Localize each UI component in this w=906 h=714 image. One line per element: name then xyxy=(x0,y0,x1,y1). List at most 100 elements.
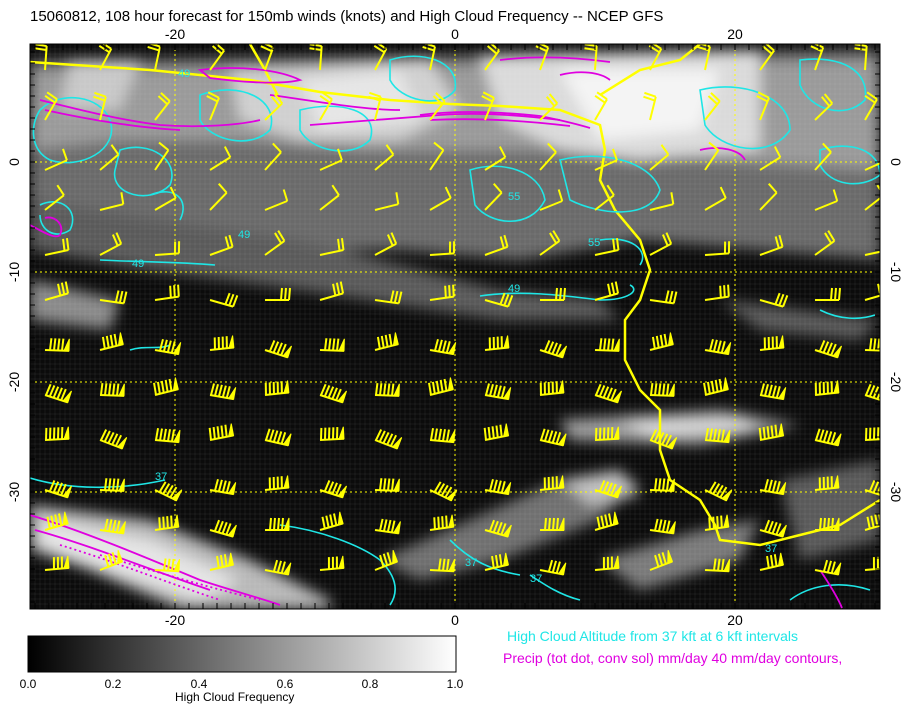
wind-barb xyxy=(422,44,436,71)
wind-barb xyxy=(264,142,282,171)
wind-barb xyxy=(759,552,784,571)
wind-barb xyxy=(264,230,286,256)
wind-barb xyxy=(44,383,73,404)
wind-barb xyxy=(758,423,785,441)
wind-barb xyxy=(429,92,446,121)
contour-label: 49 xyxy=(132,258,144,270)
contour-labels: 49 55 49 49 49 37 37 37 37 55 xyxy=(132,68,777,585)
wind-barb xyxy=(209,335,235,351)
wind-barb xyxy=(374,382,400,397)
wind-barb xyxy=(264,93,284,121)
wind-barb xyxy=(539,380,565,396)
wind-barb xyxy=(209,519,237,538)
wind-barb xyxy=(594,237,620,256)
wind-barb xyxy=(864,249,880,256)
wind-barb xyxy=(484,146,507,171)
wind-barb xyxy=(154,558,181,573)
contour-label: 49 xyxy=(508,283,520,295)
wind-barb xyxy=(594,148,618,171)
wind-barb xyxy=(44,148,68,171)
wind-barb xyxy=(815,287,841,301)
altitude-legend: High Cloud Altitude from 37 kft at 6 kft… xyxy=(507,628,799,644)
contour-label: 55 xyxy=(508,191,520,203)
wind-barb xyxy=(265,287,291,301)
wind-barb xyxy=(264,189,289,211)
wind-barb xyxy=(484,383,512,401)
wind-barb xyxy=(99,332,124,351)
wind-barb xyxy=(44,184,65,211)
wind-barb xyxy=(98,44,113,71)
wind-barb xyxy=(484,552,509,571)
contour-label: 55 xyxy=(588,237,600,249)
wind-barb xyxy=(815,517,840,531)
colorbar-tick: 1.0 xyxy=(446,677,464,691)
wind-barb xyxy=(99,429,128,450)
wind-barb xyxy=(99,478,125,492)
x-tick-top: 20 xyxy=(727,26,743,42)
wind-barb xyxy=(429,481,458,502)
wind-barb xyxy=(535,44,550,71)
wind-barb xyxy=(704,338,732,356)
wind-barb xyxy=(209,146,232,171)
wind-barb xyxy=(264,428,292,447)
wind-barb xyxy=(759,335,785,351)
wind-barb xyxy=(374,232,398,256)
contour-label: 37 xyxy=(465,557,477,569)
wind-barb xyxy=(319,338,345,352)
wind-barb xyxy=(759,146,782,171)
wind-barb xyxy=(99,192,125,211)
colorbar-tick: 0.2 xyxy=(104,677,122,691)
colorbar-tick: 0.4 xyxy=(190,677,208,691)
wind-barb xyxy=(429,284,455,301)
wind-barb xyxy=(265,517,290,531)
wind-barb xyxy=(814,340,843,359)
wind-barb xyxy=(264,475,290,491)
wind-barb xyxy=(209,234,234,256)
y-tick-left: -10 xyxy=(6,262,22,282)
precip-legend: Precip (tot dot, conv sol) mm/day 40 mm/… xyxy=(503,650,843,666)
wind-barb xyxy=(428,377,454,396)
y-tick-right: -30 xyxy=(888,482,904,502)
y-tick-left: -30 xyxy=(6,482,22,502)
wind-barb xyxy=(539,559,567,576)
wind-barbs xyxy=(34,44,880,576)
wind-barb xyxy=(319,91,333,121)
wind-barb xyxy=(484,519,512,538)
frame-ticks xyxy=(30,44,880,609)
wind-barb xyxy=(594,511,619,531)
wind-barb xyxy=(649,290,678,305)
wind-barb xyxy=(319,511,344,531)
wind-barb xyxy=(154,141,170,171)
wind-barb xyxy=(147,44,161,71)
wind-barb xyxy=(649,478,675,492)
wind-barb xyxy=(594,555,620,571)
wind-barb xyxy=(264,340,293,359)
wind-barb xyxy=(429,241,456,256)
wind-barb xyxy=(429,338,457,356)
wind-barb xyxy=(44,91,58,121)
wind-barb xyxy=(594,281,620,301)
wind-barb xyxy=(319,281,345,301)
wind-barb xyxy=(704,284,730,301)
wind-barb xyxy=(44,338,70,352)
x-tick-bottom: 20 xyxy=(727,612,743,628)
wind-barb xyxy=(374,429,403,450)
wind-barb xyxy=(374,518,401,535)
wind-barb xyxy=(649,550,674,571)
wind-barb xyxy=(756,91,770,121)
wind-barb xyxy=(260,44,275,71)
wind-barb xyxy=(649,144,670,171)
wind-barb xyxy=(539,230,561,256)
wind-barb xyxy=(594,383,623,404)
wind-barb xyxy=(429,514,455,531)
wind-barb xyxy=(539,475,565,491)
wind-barb xyxy=(319,383,348,404)
wind-barb xyxy=(759,478,787,496)
wind-barb xyxy=(814,142,832,171)
wind-barb xyxy=(759,183,778,211)
y-tick-left: 0 xyxy=(6,158,22,166)
chart-title: 15060812, 108 hour forecast for 150mb wi… xyxy=(30,8,664,25)
wind-barb xyxy=(319,426,345,441)
wind-barb xyxy=(319,555,345,571)
